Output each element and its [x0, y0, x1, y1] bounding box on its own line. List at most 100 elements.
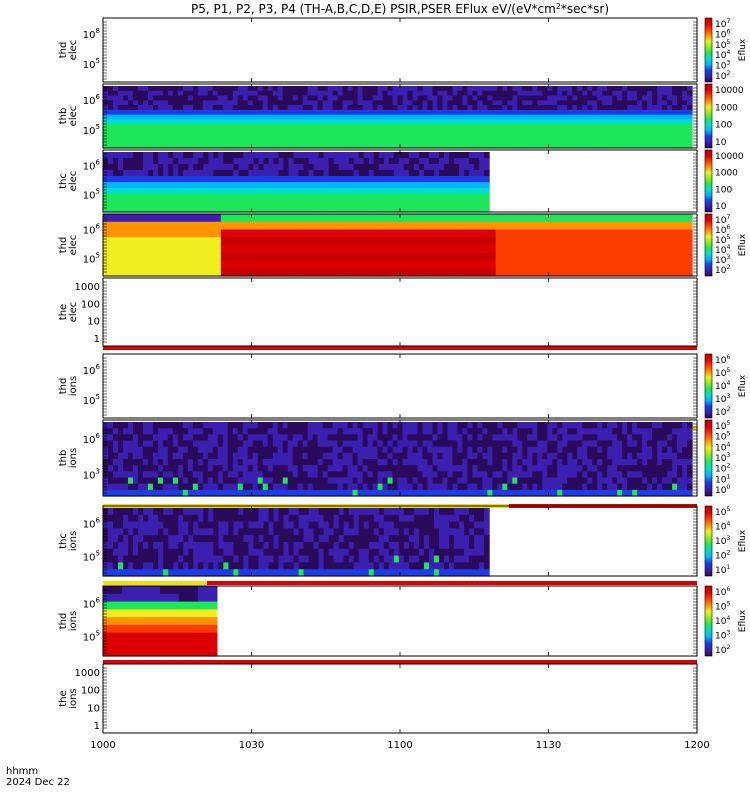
spectrogram-cell — [181, 260, 222, 269]
spectrogram-cell — [178, 206, 184, 213]
spectrogram-cell — [637, 124, 643, 130]
spectrogram-cell — [602, 105, 608, 111]
spectrogram-cell — [257, 465, 264, 472]
spectrogram-cell — [542, 477, 548, 485]
spectrogram-cell — [562, 452, 568, 460]
spectrogram-cell — [459, 521, 465, 529]
spectrogram-cell — [318, 188, 325, 195]
spectrogram-cell — [292, 90, 299, 97]
spectrogram-cell — [338, 548, 345, 557]
spectrogram-cell — [163, 548, 169, 557]
spectrogram-cell — [467, 128, 473, 135]
spectrogram-cell — [592, 119, 598, 125]
spectrogram-cell — [247, 477, 254, 485]
spectrogram-cell — [237, 100, 244, 106]
spectrogram-cell — [318, 569, 325, 577]
spectrogram-cell — [158, 182, 164, 189]
spectrogram-cell — [574, 245, 615, 254]
spectrogram-cell — [183, 555, 189, 563]
spectrogram-cell — [158, 569, 164, 577]
spectrogram-cell — [423, 521, 430, 529]
spectrogram-cell — [178, 158, 184, 165]
spectrogram-cell — [469, 170, 475, 177]
spectrogram-cell — [293, 170, 300, 177]
spectrogram-cell — [423, 508, 430, 516]
spectrogram-cell — [127, 440, 134, 448]
spectrogram-cell — [383, 548, 390, 557]
spectrogram-cell — [173, 152, 179, 159]
spectrogram-cell — [462, 440, 469, 448]
spectrogram-cell — [457, 105, 464, 111]
spectrogram-cell — [622, 128, 628, 135]
spectrogram-cell — [152, 465, 159, 472]
spectrogram-cell — [582, 440, 588, 448]
spectrogram-cell — [337, 119, 344, 125]
spectrogram-cell — [582, 100, 588, 106]
spectrogram-cell — [168, 569, 174, 577]
spectrogram-cell — [212, 133, 219, 140]
y-tick-label: 1 — [94, 334, 100, 345]
spectrogram-cell — [303, 200, 310, 207]
spectrogram-cell — [607, 95, 613, 101]
spectrogram-cell — [417, 119, 424, 125]
spectrogram-cell — [297, 465, 304, 472]
spectrogram-cell — [557, 100, 563, 106]
spectrogram-cell — [103, 252, 143, 262]
spectrogram-cell — [532, 489, 538, 497]
spectrogram-cell — [118, 555, 124, 563]
spectrogram-cell — [337, 459, 344, 466]
spectrogram-cell — [248, 528, 255, 536]
spectrogram-cell — [328, 569, 335, 577]
spectrogram-cell — [347, 86, 354, 92]
spectrogram-cell — [362, 471, 369, 479]
spectrogram-cell — [337, 434, 344, 442]
spectrogram-cell — [507, 483, 513, 491]
spectrogram-cell — [202, 90, 209, 97]
spectrogram-cell — [474, 521, 480, 529]
spectrogram-cell — [313, 164, 320, 171]
spectrogram-cell — [352, 138, 359, 144]
spectrogram-cell — [272, 109, 279, 116]
spectrogram-cell — [108, 514, 114, 523]
spectrogram-cell — [522, 119, 528, 125]
spectrogram-cell — [428, 569, 435, 577]
spectrogram-cell — [482, 434, 488, 442]
spectrogram-cell — [262, 434, 269, 442]
spectrogram-cell — [363, 158, 370, 165]
spectrogram-cell — [322, 86, 329, 92]
spectrogram-cell — [432, 138, 439, 144]
spectrogram-cell — [303, 569, 310, 577]
spectrogram-cell — [672, 459, 678, 466]
spectrogram-cell — [203, 542, 209, 550]
spectrogram-cell — [527, 133, 533, 140]
spectrogram-cell — [527, 422, 533, 429]
spectrogram-cell — [612, 422, 618, 429]
spectrogram-cell — [147, 100, 154, 106]
spectrogram-cell — [447, 459, 454, 466]
spectrogram-cell — [213, 528, 219, 536]
spectrogram-cell — [143, 508, 149, 516]
spectrogram-cell — [392, 109, 399, 116]
spectrogram-cell — [107, 100, 114, 106]
spectrogram-cell — [283, 528, 290, 536]
spectrogram-cell — [427, 459, 434, 466]
spectrogram-cell — [667, 471, 673, 479]
spectrogram-cell — [347, 128, 354, 135]
spectrogram-cell — [542, 86, 548, 92]
spectrogram-cell — [233, 152, 239, 159]
spectrogram-cell — [592, 133, 598, 140]
spectrogram-cell — [462, 459, 469, 466]
spectrogram-cell — [338, 528, 345, 536]
spectrogram-cell — [288, 555, 295, 563]
spectrogram-cell — [283, 521, 290, 529]
spectrogram-cell — [253, 528, 260, 536]
spectrogram-cell — [137, 477, 144, 485]
spectrogram-cell — [227, 124, 234, 130]
spectrogram-cell — [382, 434, 389, 442]
spectrogram-cell — [252, 133, 259, 140]
spectrogram-cell — [363, 176, 370, 183]
spectrogram-cell — [220, 214, 261, 223]
spectrogram-cell — [142, 440, 149, 448]
spectrogram-cell — [277, 428, 284, 435]
spectrogram-cell — [677, 452, 683, 460]
